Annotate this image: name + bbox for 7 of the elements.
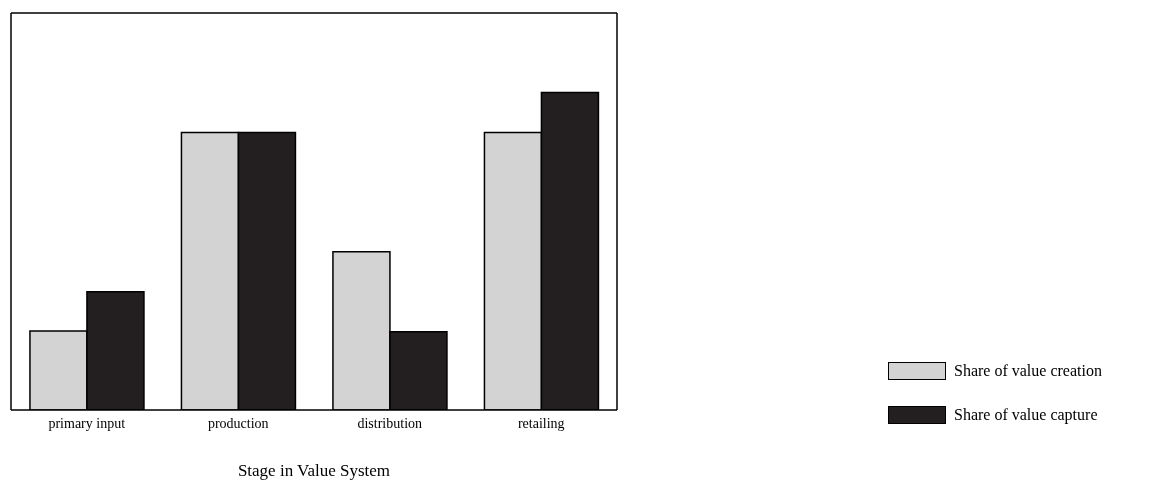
legend-label: Share of value creation [954, 362, 1102, 380]
x-tick-label: retailing [517, 415, 565, 431]
legend-label: Share of value capture [954, 406, 1098, 424]
x-axis-title: Stage in Value System [237, 461, 391, 480]
x-tick-label: production [207, 415, 269, 431]
x-tick-label: distribution [357, 415, 423, 431]
x-tick-label: primary input [48, 415, 126, 431]
